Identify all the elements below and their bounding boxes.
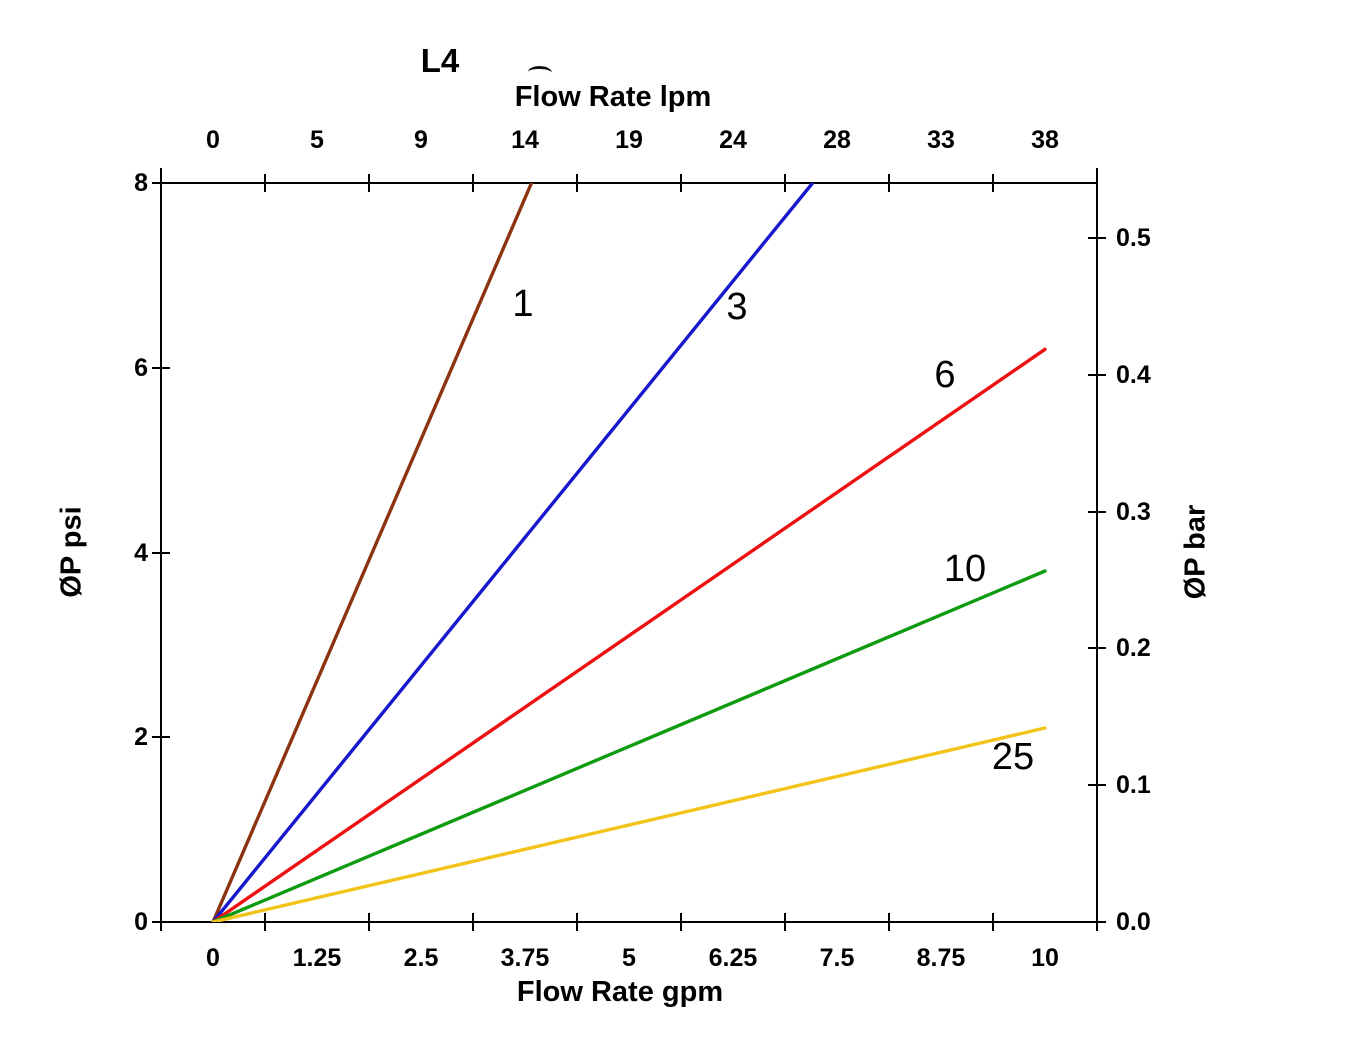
tick-mark (368, 174, 370, 192)
tick-mark (888, 174, 890, 192)
left-tick-label: 6 (134, 354, 148, 382)
tick-mark (1088, 374, 1106, 376)
bottom-tick-label: 0 (206, 944, 220, 972)
left-tick-label: 0 (134, 908, 148, 936)
right-tick-label: 0.3 (1116, 498, 1151, 526)
tick-mark (784, 174, 786, 192)
tick-mark (680, 913, 682, 931)
bottom-tick-label: 1.25 (292, 944, 342, 972)
series-line-25 (211, 726, 1047, 922)
right-tick-label: 0.1 (1116, 771, 1151, 799)
tick-mark (152, 552, 170, 554)
chart-title: L4 (420, 42, 460, 79)
right-axis-line (1096, 168, 1098, 931)
tick-mark (576, 174, 578, 192)
tick-mark (472, 913, 474, 931)
top-tick-label: 0 (206, 126, 220, 154)
tick-mark (152, 367, 170, 369)
series-line-10 (211, 569, 1047, 922)
left-tick-label: 2 (134, 723, 148, 751)
bottom-tick-label: 5 (622, 944, 636, 972)
bottom-tick-label: 6.25 (708, 944, 758, 972)
left-tick-label: 8 (134, 169, 148, 197)
series-label-3: 3 (726, 286, 748, 328)
stray-arc-mark (527, 65, 553, 80)
tick-mark (1096, 174, 1098, 192)
top-tick-label: 33 (927, 126, 955, 154)
top-tick-label: 38 (1031, 126, 1059, 154)
tick-mark (1088, 237, 1106, 239)
top-tick-label: 24 (719, 126, 747, 154)
top-tick-label: 19 (615, 126, 643, 154)
tick-mark (576, 913, 578, 931)
tick-mark (472, 174, 474, 192)
top-axis-title: Flow Rate lpm (514, 81, 712, 113)
tick-mark (152, 921, 170, 923)
bottom-tick-label: 2.5 (403, 944, 439, 972)
top-tick-label: 9 (414, 126, 428, 154)
bottom-tick-label: 7.5 (819, 944, 855, 972)
right-tick-label: 0.0 (1116, 908, 1151, 936)
series-label-6: 6 (934, 354, 956, 396)
tick-mark (992, 913, 994, 931)
right-tick-label: 0.4 (1116, 361, 1151, 389)
top-axis-line (152, 182, 1097, 184)
tick-mark (264, 174, 266, 192)
bottom-tick-label: 10 (1031, 944, 1059, 972)
tick-mark (992, 174, 994, 192)
bottom-tick-label: 3.75 (500, 944, 550, 972)
series-label-10: 10 (943, 548, 987, 590)
right-tick-label: 0.5 (1116, 224, 1151, 252)
bottom-axis-line (152, 921, 1097, 923)
bottom-tick-label: 8.75 (916, 944, 966, 972)
tick-mark (264, 913, 266, 931)
series-label-1: 1 (512, 283, 534, 325)
series-line-3 (211, 183, 815, 922)
left-axis-title: ØP psi (55, 506, 88, 598)
tick-mark (368, 913, 370, 931)
top-tick-label: 28 (823, 126, 851, 154)
tick-mark (1088, 511, 1106, 513)
right-tick-label: 0.2 (1116, 634, 1151, 662)
tick-mark (680, 174, 682, 192)
left-tick-label: 4 (134, 539, 148, 567)
tick-mark (1088, 647, 1106, 649)
tick-mark (784, 913, 786, 931)
plot-lines (211, 183, 1047, 922)
tick-mark (1088, 784, 1106, 786)
left-axis-line (160, 168, 162, 931)
tick-mark (152, 736, 170, 738)
bottom-axis-title: Flow Rate gpm (516, 976, 724, 1008)
series-line-1 (211, 183, 534, 922)
series-label-25: 25 (991, 736, 1035, 778)
top-tick-label: 14 (511, 126, 539, 154)
tick-mark (152, 182, 170, 184)
top-tick-label: 5 (310, 126, 324, 154)
tick-mark (1088, 921, 1106, 923)
tick-mark (888, 913, 890, 931)
series-line-6 (211, 347, 1047, 922)
